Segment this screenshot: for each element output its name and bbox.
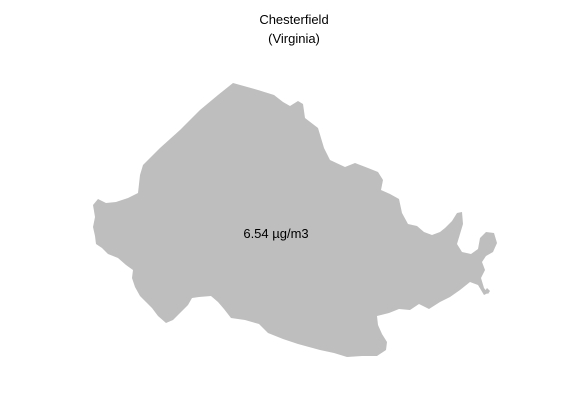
map-title-block: Chesterfield (Virginia) (0, 10, 588, 48)
island-fragment (485, 288, 490, 294)
county-region-shape (93, 83, 497, 357)
region-value-label: 6.54 µg/m3 (243, 226, 309, 241)
map-title: Chesterfield (259, 12, 329, 27)
map-subtitle: (Virginia) (268, 31, 320, 46)
